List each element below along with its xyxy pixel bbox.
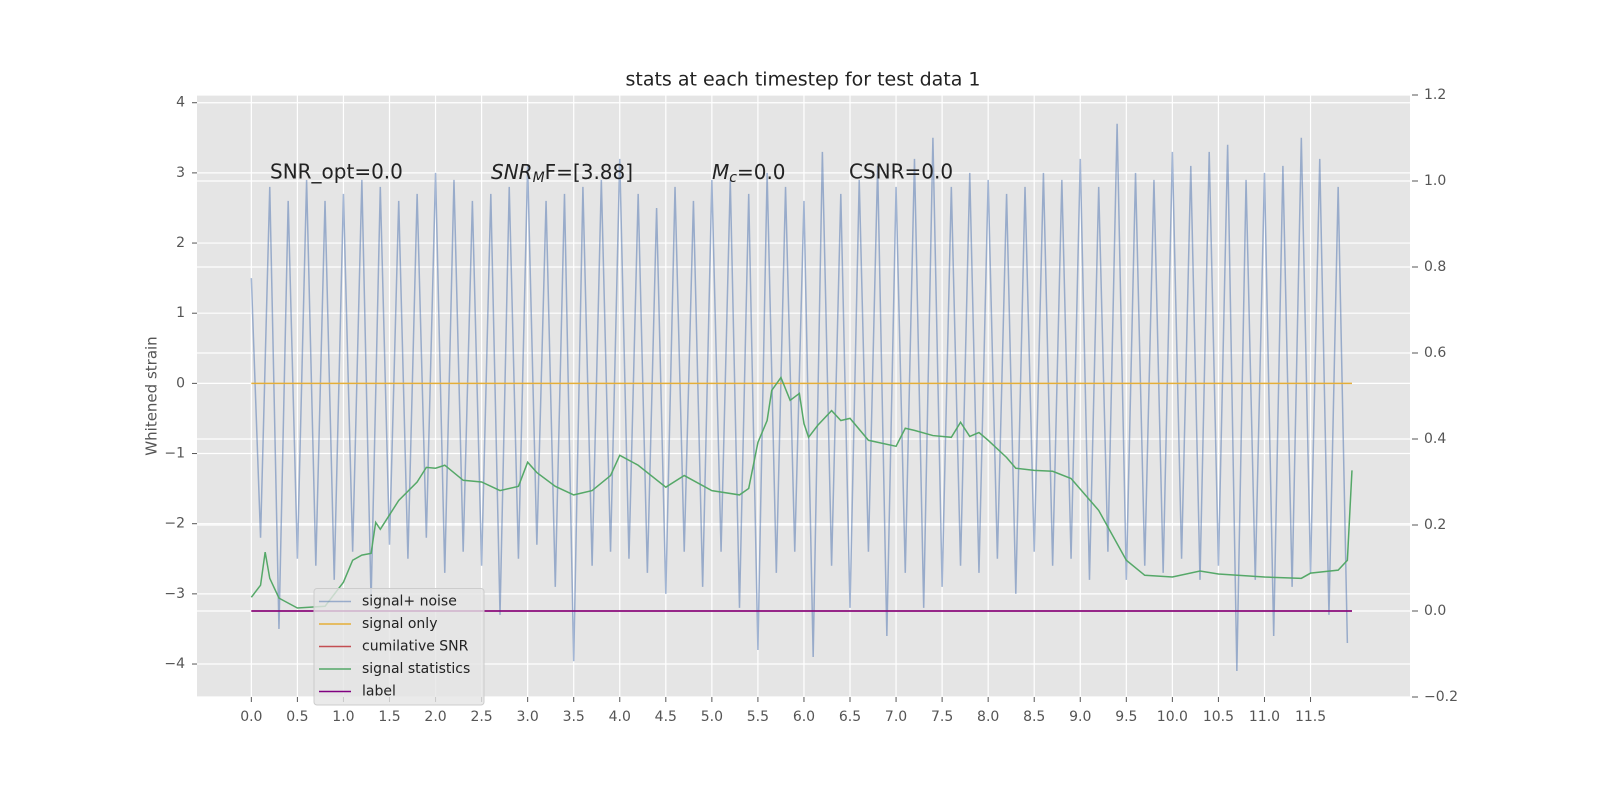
x-tick-label: 8.5 [1023,709,1045,725]
axes: 0.0 0.5 1.0 1.5 2.0 2.5 3.0 3.5 4.0 4.5 5.0 5.5 6.0 6… [164,87,1458,725]
y2-tick-label: 0.4 [1424,431,1446,447]
x-tick-label: 3.0 [517,709,539,725]
y2-tick-label: 1.0 [1424,173,1446,189]
legend-label: cumilative SNR [362,639,469,655]
legend-label: signal+ noise [362,594,457,610]
y2-tick-label: 0.0 [1424,603,1446,619]
y-tick-label: −1 [164,446,185,462]
x-tick-label: 6.0 [793,709,815,725]
y2-tick-label: 0.2 [1424,517,1446,533]
y-tick-label: 0 [176,375,185,391]
y-tick-label: −4 [164,656,185,672]
y-tick-label: 3 [176,165,185,181]
x-tick-label: 0.5 [286,709,308,725]
x-tick-label: 7.0 [885,709,907,725]
x-tick-label: 2.5 [470,709,492,725]
x-tick-label: 9.5 [1115,709,1137,725]
legend-label: signal only [362,616,437,632]
y-tick-label: −3 [164,586,185,602]
x-tick-label: 4.5 [655,709,677,725]
legend-label: label [362,684,396,700]
legend-box [313,588,485,706]
annotation: CSNR=0.0 [849,160,953,184]
y-axis-label: Whitened strain [143,336,161,455]
annotation: SNR_opt=0.0 [270,160,403,184]
y2-tick-label: −0.2 [1424,689,1458,705]
y2-tick-label: 0.8 [1424,259,1446,275]
x-tick-label: 2.0 [424,709,446,725]
legend-label: signal statistics [362,661,470,677]
annotation-base: M [712,160,729,184]
annotation-rest: =0.0 [737,160,786,184]
x-tick-label: 1.0 [332,709,354,725]
x-tick-label: 5.0 [701,709,723,725]
series-line [250,123,1349,672]
annotation-rest: F=[3.88] [545,160,633,184]
series-line [250,375,1353,609]
x-tick-label: 11.0 [1249,709,1280,725]
legend: signal+ noise signal only cumilative SNR si… [313,588,485,706]
y-tick-label: 4 [176,95,185,111]
annotation-sub: c [729,170,737,186]
x-tick-label: 8.0 [977,709,999,725]
x-tick-label: 11.5 [1295,709,1326,725]
y2-tick-label: 0.6 [1424,345,1446,361]
y2-tick-label: 1.2 [1424,87,1446,103]
x-tick-label: 10.0 [1157,709,1188,725]
annotation-base: SNR [491,160,533,184]
y-tick-label: −2 [164,516,185,532]
annotation: SNRMF=[3.88] [491,160,633,187]
y-tick-label: 1 [176,305,185,321]
x-tick-label: 6.5 [839,709,861,725]
x-tick-label: 10.5 [1203,709,1234,725]
x-tick-label: 5.5 [747,709,769,725]
x-tick-label: 9.0 [1069,709,1091,725]
x-tick-label: 1.5 [378,709,400,725]
x-tick-label: 3.5 [563,709,585,725]
y-tick-label: 2 [176,235,185,251]
chart-title: stats at each timestep for test data 1 [625,69,980,91]
annotation: Mc=0.0 [712,160,786,187]
x-tick-label: 7.5 [931,709,953,725]
x-tick-label: 0.0 [240,709,262,725]
x-tick-label: 4.0 [609,709,631,725]
annotation-sub: M [533,170,545,186]
